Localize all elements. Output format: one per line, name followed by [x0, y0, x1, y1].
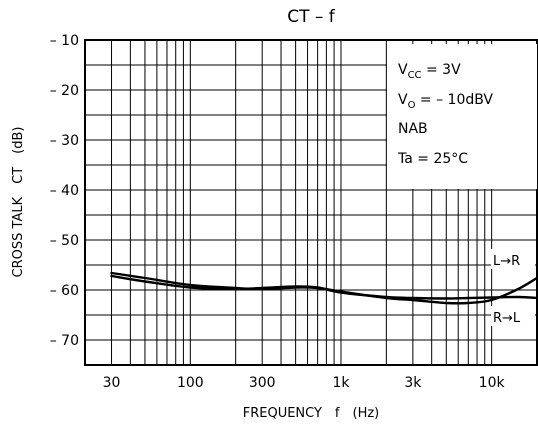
- series-curves: [110, 271, 538, 305]
- y-tick-labels: – 10 – 20 – 30 – 40 – 50 – 60 – 70: [50, 33, 79, 349]
- y-axis-label: CROSS TALK CT (dB): [11, 127, 26, 278]
- x-tick-label: 1k: [332, 375, 350, 391]
- series-label-lr: L→R: [493, 254, 520, 269]
- x-axis-label: FREQUENCY f (Hz): [243, 406, 380, 421]
- series-line-rl: [110, 274, 538, 300]
- condition-ta: Ta = 25°C: [397, 151, 468, 167]
- chart-title: CT – f: [287, 7, 336, 27]
- series-label-rl: R→L: [493, 311, 521, 326]
- plot-frame: [84, 39, 538, 366]
- label-lr-background: [491, 249, 535, 269]
- y-tick-label: – 10: [50, 33, 79, 49]
- x-tick-labels: 30 100 300 1k 3k 10k: [103, 375, 506, 391]
- conditions-background: [387, 44, 537, 189]
- x-tick-label: 10k: [479, 375, 506, 391]
- y-tick-label: – 40: [50, 183, 79, 199]
- condition-nab: NAB: [398, 121, 428, 137]
- condition-vcc: VCC = 3V: [398, 62, 461, 81]
- condition-vo: VO = – 10dBV: [398, 92, 493, 111]
- x-tick-label: 100: [177, 375, 204, 391]
- y-tick-label: – 20: [50, 83, 79, 99]
- y-tick-label: – 70: [50, 333, 79, 349]
- y-tick-label: – 60: [50, 283, 79, 299]
- conditions-box: VCC = 3V VO = – 10dBV NAB Ta = 25°C: [387, 44, 537, 189]
- label-rl-background: [491, 306, 535, 326]
- y-tick-label: – 50: [50, 233, 79, 249]
- x-tick-label: 3k: [404, 375, 422, 391]
- x-tick-label: 30: [103, 375, 121, 391]
- y-tick-label: – 30: [50, 133, 79, 149]
- x-tick-label: 300: [249, 375, 276, 391]
